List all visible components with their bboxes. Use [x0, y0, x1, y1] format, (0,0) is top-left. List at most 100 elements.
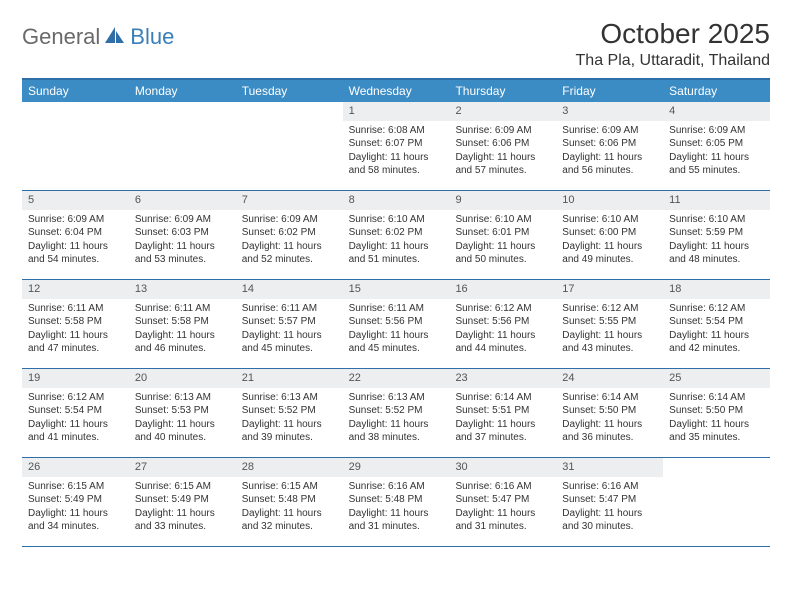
day-cell: 11Sunrise: 6:10 AMSunset: 5:59 PMDayligh…	[663, 191, 770, 279]
day-cell: 23Sunrise: 6:14 AMSunset: 5:51 PMDayligh…	[449, 369, 556, 457]
day-dl2: and 31 minutes.	[349, 520, 444, 534]
day-ss: Sunset: 6:07 PM	[349, 137, 444, 151]
weekday-header: Tuesday	[236, 80, 343, 102]
day-cell: 20Sunrise: 6:13 AMSunset: 5:53 PMDayligh…	[129, 369, 236, 457]
day-number: 20	[129, 369, 236, 388]
day-cell: 17Sunrise: 6:12 AMSunset: 5:55 PMDayligh…	[556, 280, 663, 368]
day-cell	[236, 102, 343, 190]
day-cell	[663, 458, 770, 546]
day-body: Sunrise: 6:10 AMSunset: 5:59 PMDaylight:…	[663, 210, 770, 273]
day-number: 14	[236, 280, 343, 299]
day-body: Sunrise: 6:16 AMSunset: 5:47 PMDaylight:…	[449, 477, 556, 540]
day-dl1: Daylight: 11 hours	[242, 329, 337, 343]
day-body: Sunrise: 6:15 AMSunset: 5:49 PMDaylight:…	[22, 477, 129, 540]
day-number: 13	[129, 280, 236, 299]
day-number: 10	[556, 191, 663, 210]
day-body: Sunrise: 6:10 AMSunset: 6:00 PMDaylight:…	[556, 210, 663, 273]
day-dl1: Daylight: 11 hours	[349, 240, 444, 254]
day-sr: Sunrise: 6:11 AM	[28, 302, 123, 316]
day-dl1: Daylight: 11 hours	[28, 507, 123, 521]
day-body: Sunrise: 6:08 AMSunset: 6:07 PMDaylight:…	[343, 121, 450, 184]
day-dl1: Daylight: 11 hours	[28, 240, 123, 254]
day-cell: 9Sunrise: 6:10 AMSunset: 6:01 PMDaylight…	[449, 191, 556, 279]
day-ss: Sunset: 6:02 PM	[242, 226, 337, 240]
day-sr: Sunrise: 6:12 AM	[669, 302, 764, 316]
day-sr: Sunrise: 6:14 AM	[669, 391, 764, 405]
day-sr: Sunrise: 6:12 AM	[562, 302, 657, 316]
day-sr: Sunrise: 6:08 AM	[349, 124, 444, 138]
day-sr: Sunrise: 6:15 AM	[28, 480, 123, 494]
logo-text-general: General	[22, 24, 100, 50]
day-ss: Sunset: 6:01 PM	[455, 226, 550, 240]
day-dl1: Daylight: 11 hours	[135, 418, 230, 432]
day-dl1: Daylight: 11 hours	[242, 507, 337, 521]
day-ss: Sunset: 5:52 PM	[349, 404, 444, 418]
day-sr: Sunrise: 6:10 AM	[562, 213, 657, 227]
day-number: 16	[449, 280, 556, 299]
day-dl1: Daylight: 11 hours	[242, 240, 337, 254]
day-cell	[129, 102, 236, 190]
day-dl1: Daylight: 11 hours	[242, 418, 337, 432]
day-ss: Sunset: 6:06 PM	[455, 137, 550, 151]
day-dl2: and 43 minutes.	[562, 342, 657, 356]
day-cell: 7Sunrise: 6:09 AMSunset: 6:02 PMDaylight…	[236, 191, 343, 279]
day-dl1: Daylight: 11 hours	[562, 329, 657, 343]
day-sr: Sunrise: 6:13 AM	[135, 391, 230, 405]
day-dl2: and 49 minutes.	[562, 253, 657, 267]
day-body: Sunrise: 6:13 AMSunset: 5:52 PMDaylight:…	[236, 388, 343, 451]
day-dl2: and 57 minutes.	[455, 164, 550, 178]
day-dl2: and 45 minutes.	[349, 342, 444, 356]
day-number: 31	[556, 458, 663, 477]
day-dl1: Daylight: 11 hours	[562, 507, 657, 521]
day-cell: 24Sunrise: 6:14 AMSunset: 5:50 PMDayligh…	[556, 369, 663, 457]
day-cell: 18Sunrise: 6:12 AMSunset: 5:54 PMDayligh…	[663, 280, 770, 368]
day-dl2: and 53 minutes.	[135, 253, 230, 267]
day-ss: Sunset: 5:49 PM	[135, 493, 230, 507]
day-cell: 15Sunrise: 6:11 AMSunset: 5:56 PMDayligh…	[343, 280, 450, 368]
day-ss: Sunset: 5:52 PM	[242, 404, 337, 418]
day-dl1: Daylight: 11 hours	[562, 418, 657, 432]
day-ss: Sunset: 5:49 PM	[28, 493, 123, 507]
day-body: Sunrise: 6:14 AMSunset: 5:50 PMDaylight:…	[556, 388, 663, 451]
day-dl1: Daylight: 11 hours	[135, 240, 230, 254]
day-dl1: Daylight: 11 hours	[455, 151, 550, 165]
day-ss: Sunset: 5:58 PM	[28, 315, 123, 329]
day-number: 30	[449, 458, 556, 477]
day-cell: 19Sunrise: 6:12 AMSunset: 5:54 PMDayligh…	[22, 369, 129, 457]
header: General Blue October 2025 Tha Pla, Uttar…	[22, 18, 770, 70]
day-number: 9	[449, 191, 556, 210]
day-ss: Sunset: 5:48 PM	[242, 493, 337, 507]
day-cell: 8Sunrise: 6:10 AMSunset: 6:02 PMDaylight…	[343, 191, 450, 279]
day-dl2: and 30 minutes.	[562, 520, 657, 534]
day-sr: Sunrise: 6:16 AM	[562, 480, 657, 494]
day-ss: Sunset: 5:48 PM	[349, 493, 444, 507]
day-sr: Sunrise: 6:09 AM	[242, 213, 337, 227]
day-dl2: and 31 minutes.	[455, 520, 550, 534]
day-ss: Sunset: 5:47 PM	[455, 493, 550, 507]
day-sr: Sunrise: 6:13 AM	[349, 391, 444, 405]
day-sr: Sunrise: 6:15 AM	[135, 480, 230, 494]
day-dl1: Daylight: 11 hours	[669, 418, 764, 432]
day-dl2: and 51 minutes.	[349, 253, 444, 267]
day-number: 26	[22, 458, 129, 477]
weekday-header: Monday	[129, 80, 236, 102]
day-cell: 14Sunrise: 6:11 AMSunset: 5:57 PMDayligh…	[236, 280, 343, 368]
day-body: Sunrise: 6:12 AMSunset: 5:54 PMDaylight:…	[663, 299, 770, 362]
day-dl1: Daylight: 11 hours	[669, 329, 764, 343]
day-dl2: and 33 minutes.	[135, 520, 230, 534]
day-number: 4	[663, 102, 770, 121]
day-sr: Sunrise: 6:10 AM	[669, 213, 764, 227]
day-body: Sunrise: 6:09 AMSunset: 6:05 PMDaylight:…	[663, 121, 770, 184]
day-dl2: and 50 minutes.	[455, 253, 550, 267]
day-sr: Sunrise: 6:12 AM	[28, 391, 123, 405]
day-body: Sunrise: 6:13 AMSunset: 5:52 PMDaylight:…	[343, 388, 450, 451]
day-sr: Sunrise: 6:10 AM	[349, 213, 444, 227]
day-ss: Sunset: 6:04 PM	[28, 226, 123, 240]
month-title: October 2025	[576, 18, 770, 50]
day-cell: 13Sunrise: 6:11 AMSunset: 5:58 PMDayligh…	[129, 280, 236, 368]
day-number: 1	[343, 102, 450, 121]
day-dl1: Daylight: 11 hours	[562, 151, 657, 165]
day-dl2: and 37 minutes.	[455, 431, 550, 445]
weeks-container: 1Sunrise: 6:08 AMSunset: 6:07 PMDaylight…	[22, 102, 770, 547]
day-dl2: and 35 minutes.	[669, 431, 764, 445]
